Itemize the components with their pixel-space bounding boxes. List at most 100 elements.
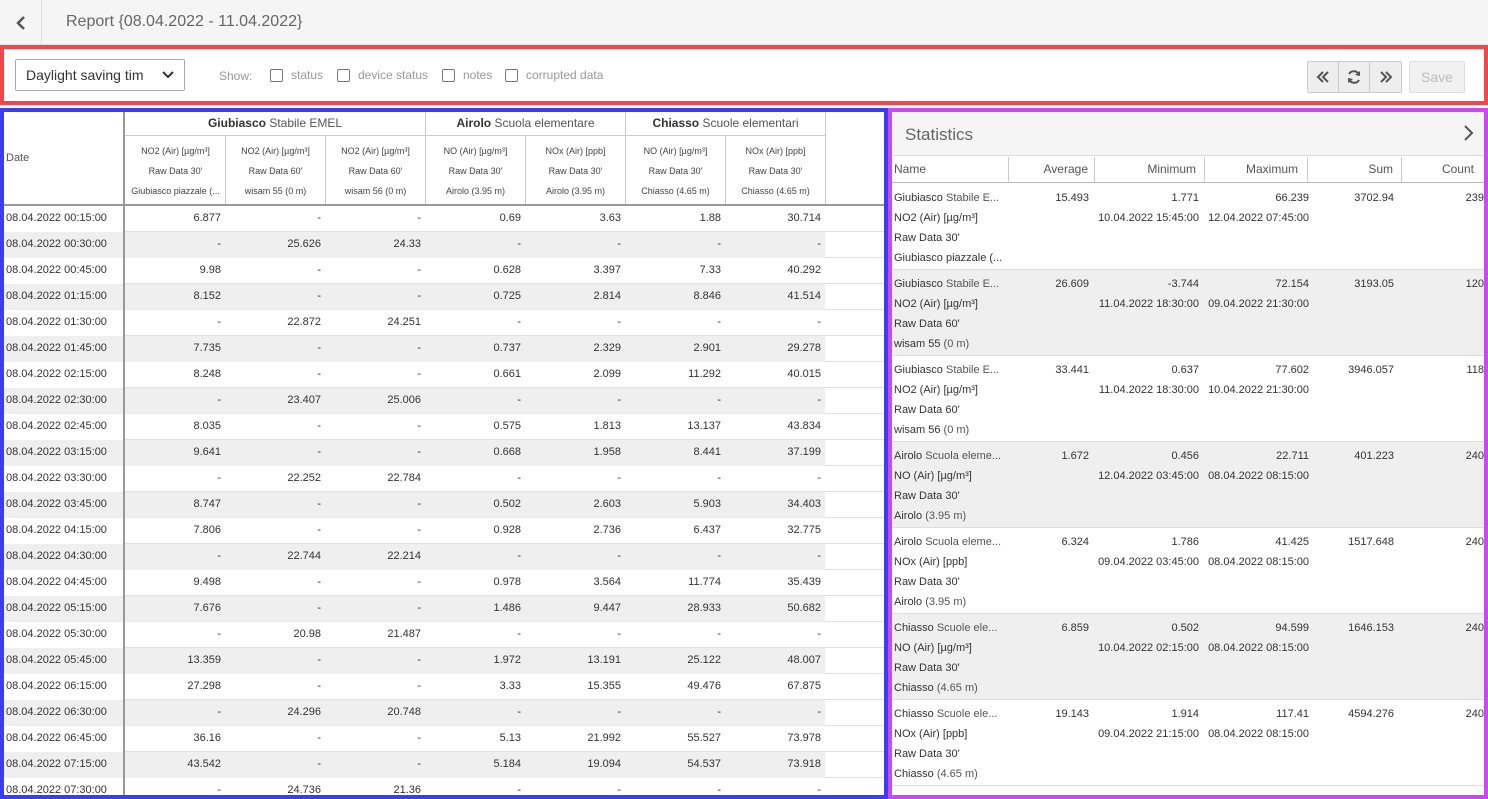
value-cell[interactable]: -	[817, 394, 821, 406]
value-cell[interactable]: 34.403	[787, 498, 821, 510]
table-row[interactable]: 08.04.2022 00:30:00 - 25.626 24.33 - - - -	[4, 232, 884, 258]
value-cell[interactable]: -	[417, 654, 421, 666]
value-cell[interactable]: -	[617, 706, 621, 718]
value-cell[interactable]: -	[317, 602, 321, 614]
checkbox-box[interactable]	[505, 68, 518, 82]
value-cell[interactable]: 22.872	[287, 316, 321, 328]
value-cell[interactable]: 55.527	[687, 732, 721, 744]
statistics-row[interactable]: Giubiasco Stabile E... NO2 (Air) [µg/m³] R…	[892, 270, 1484, 356]
value-cell[interactable]: -	[517, 628, 521, 640]
value-cell[interactable]: 30.714	[787, 212, 821, 224]
table-row[interactable]: 08.04.2022 07:15:00 43.542 - - 5.184 19.094 54…	[4, 752, 884, 778]
value-cell[interactable]: 41.514	[787, 290, 821, 302]
value-cell[interactable]: 37.199	[787, 446, 821, 458]
value-cell[interactable]: -	[717, 316, 721, 328]
table-row[interactable]: 08.04.2022 03:45:00 8.747 - - 0.502 2.603 5.90…	[4, 492, 884, 518]
table-row[interactable]: 08.04.2022 02:15:00 8.248 - - 0.661 2.099 11.2…	[4, 362, 884, 388]
value-cell[interactable]: 25.626	[287, 238, 321, 250]
timezone-select[interactable]: Daylight saving tim	[15, 59, 185, 91]
value-cell[interactable]: 6.877	[193, 212, 221, 224]
value-cell[interactable]: -	[517, 472, 521, 484]
value-cell[interactable]: -	[517, 784, 521, 796]
table-row[interactable]: 08.04.2022 06:30:00 - 24.296 20.748 - - - -	[4, 700, 884, 726]
table-row[interactable]: 08.04.2022 02:30:00 - 23.407 25.006 - - - -	[4, 388, 884, 414]
statistics-row[interactable]: Giubiasco Stabile E... NO2 (Air) [µg/m³] R…	[892, 356, 1484, 442]
value-cell[interactable]: 73.978	[787, 732, 821, 744]
value-cell[interactable]: 43.542	[187, 758, 221, 770]
column-header[interactable]: NO2 (Air) [µg/m³] Raw Data 30' Giubiasco…	[126, 136, 226, 204]
value-cell[interactable]: -	[217, 238, 221, 250]
table-row[interactable]: 08.04.2022 04:45:00 9.498 - - 0.978 3.564 11.7…	[4, 570, 884, 596]
value-cell[interactable]: -	[817, 628, 821, 640]
value-cell[interactable]: -	[217, 394, 221, 406]
value-cell[interactable]: 50.682	[787, 602, 821, 614]
value-cell[interactable]: -	[417, 758, 421, 770]
value-cell[interactable]: 0.668	[493, 446, 521, 458]
value-cell[interactable]: 22.214	[387, 550, 421, 562]
save-button[interactable]: Save	[1409, 61, 1465, 93]
value-cell[interactable]: 67.875	[787, 680, 821, 692]
value-cell[interactable]: 1.88	[699, 212, 721, 224]
value-cell[interactable]: 7.735	[193, 342, 221, 354]
value-cell[interactable]: -	[417, 264, 421, 276]
value-cell[interactable]: -	[817, 238, 821, 250]
value-cell[interactable]: 1.958	[593, 446, 621, 458]
value-cell[interactable]: -	[417, 602, 421, 614]
notes-checkbox[interactable]: notes	[442, 68, 492, 82]
value-cell[interactable]: -	[617, 472, 621, 484]
value-cell[interactable]: 43.834	[787, 420, 821, 432]
value-cell[interactable]: 1.486	[493, 602, 521, 614]
value-cell[interactable]: 13.137	[687, 420, 721, 432]
value-cell[interactable]: 2.901	[693, 342, 721, 354]
value-cell[interactable]: -	[717, 628, 721, 640]
table-row[interactable]: 08.04.2022 04:15:00 7.806 - - 0.928 2.736 6.43…	[4, 518, 884, 544]
column-header[interactable]: NO (Air) [µg/m³] Raw Data 30' Chiasso (4…	[626, 136, 726, 204]
value-cell[interactable]: 21.992	[587, 732, 621, 744]
table-row[interactable]: 08.04.2022 01:45:00 7.735 - - 0.737 2.329 2.90…	[4, 336, 884, 362]
value-cell[interactable]: 24.33	[393, 238, 421, 250]
value-cell[interactable]: -	[517, 316, 521, 328]
value-cell[interactable]: -	[217, 706, 221, 718]
value-cell[interactable]: -	[317, 420, 321, 432]
value-cell[interactable]: -	[417, 732, 421, 744]
value-cell[interactable]: 36.16	[193, 732, 221, 744]
value-cell[interactable]: 7.676	[193, 602, 221, 614]
value-cell[interactable]: 11.774	[688, 576, 721, 588]
table-row[interactable]: 08.04.2022 05:15:00 7.676 - - 1.486 9.447 28.9…	[4, 596, 884, 622]
value-cell[interactable]: -	[317, 446, 321, 458]
value-cell[interactable]: 28.933	[687, 602, 721, 614]
table-row[interactable]: 08.04.2022 07:30:00 - 24.736 21.36 - - - -	[4, 778, 884, 796]
value-cell[interactable]: 24.251	[387, 316, 421, 328]
value-cell[interactable]: 2.329	[593, 342, 621, 354]
value-cell[interactable]: -	[417, 290, 421, 302]
stats-col-count[interactable]: Count	[1441, 162, 1474, 176]
value-cell[interactable]: 24.736	[287, 784, 321, 796]
value-cell[interactable]: -	[717, 706, 721, 718]
status-checkbox[interactable]: status	[270, 68, 323, 82]
table-row[interactable]: 08.04.2022 00:15:00 6.877 - - 0.69 3.63 1.88 30…	[4, 206, 884, 232]
value-cell[interactable]: -	[417, 576, 421, 588]
value-cell[interactable]: 8.152	[193, 290, 221, 302]
value-cell[interactable]: 8.441	[693, 446, 721, 458]
value-cell[interactable]: -	[517, 238, 521, 250]
value-cell[interactable]: -	[217, 472, 221, 484]
value-cell[interactable]: 6.437	[693, 524, 721, 536]
value-cell[interactable]: 0.737	[493, 342, 521, 354]
value-cell[interactable]: -	[417, 524, 421, 536]
value-cell[interactable]: 9.498	[193, 576, 221, 588]
value-cell[interactable]: 5.13	[499, 732, 521, 744]
value-cell[interactable]: 21.36	[393, 784, 421, 796]
value-cell[interactable]: 25.006	[387, 394, 421, 406]
value-cell[interactable]: -	[317, 264, 321, 276]
value-cell[interactable]: 3.63	[599, 212, 621, 224]
value-cell[interactable]: 3.564	[593, 576, 621, 588]
value-cell[interactable]: 7.806	[193, 524, 221, 536]
value-cell[interactable]: 2.814	[593, 290, 621, 302]
column-header[interactable]: NO2 (Air) [µg/m³] Raw Data 60' wisam 56 …	[326, 136, 426, 204]
value-cell[interactable]: -	[417, 368, 421, 380]
value-cell[interactable]: -	[417, 420, 421, 432]
value-cell[interactable]: -	[417, 212, 421, 224]
statistics-row[interactable]: Giubiasco Stabile E... NO2 (Air) [µg/m³] R…	[892, 184, 1484, 270]
value-cell[interactable]: 9.641	[193, 446, 221, 458]
value-cell[interactable]: 22.784	[387, 472, 421, 484]
